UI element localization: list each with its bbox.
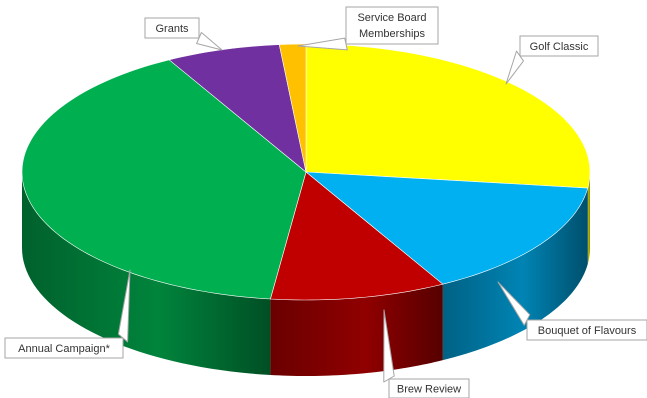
data-label-brew-review: Brew Review	[397, 384, 461, 396]
data-label-golf-classic: Golf Classic	[530, 41, 589, 53]
label-box-annual-campaign	[4, 337, 124, 359]
slice-side-bouquet-of-flavours	[442, 188, 588, 361]
label-box-service-board-memberships	[345, 6, 439, 45]
data-label-annual-campaign: Annual Campaign*	[18, 343, 110, 355]
slice-side-golf-classic	[587, 172, 590, 265]
slice-bouquet-of-flavours	[305, 171, 589, 285]
slice-grants	[168, 44, 307, 173]
slice-brew-review	[270, 171, 444, 301]
slice-service-board-memberships	[278, 43, 307, 173]
slice-annual-campaign	[21, 59, 307, 300]
data-label-grants: Grants	[155, 23, 189, 35]
slice-side-annual-campaign	[22, 172, 271, 375]
data-label-bouquet-of-flavours: Bouquet of Flavours	[538, 325, 637, 337]
label-box-grants	[144, 17, 200, 39]
slice-golf-classic	[305, 43, 591, 189]
data-label-service-board-memberships: Service Board Memberships	[357, 12, 426, 40]
data-labels: Golf Classic Bouquet of Flavours Brew Revi…	[4, 6, 647, 398]
label-box-bouquet-of-flavours	[526, 319, 647, 341]
label-box-brew-review	[388, 378, 470, 398]
slice-side-brew-review	[270, 284, 443, 376]
pie-sides	[22, 172, 590, 376]
pie-tops	[21, 43, 591, 301]
label-box-golf-classic	[519, 35, 599, 57]
callout-grants	[196, 32, 223, 51]
